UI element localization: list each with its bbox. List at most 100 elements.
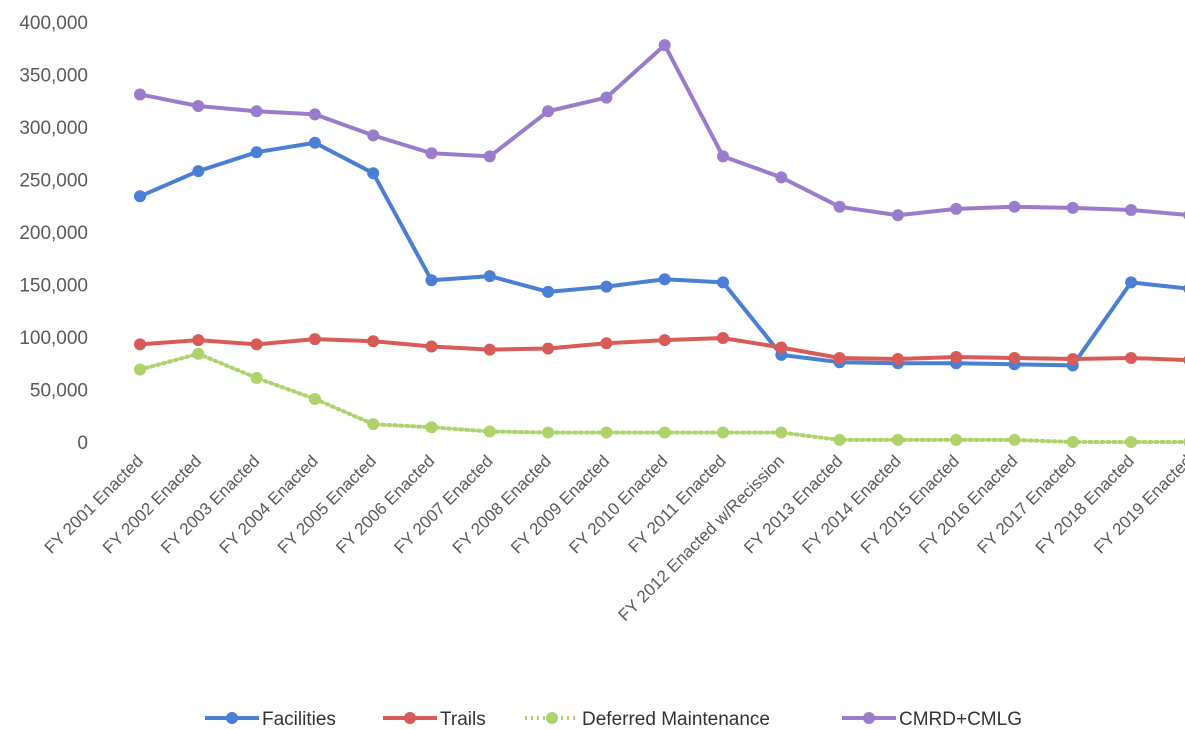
y-tick-label: 150,000: [19, 276, 88, 297]
x-tick-label: FY 2004 Enacted: [216, 451, 322, 557]
data-point: [483, 270, 496, 283]
data-point: [717, 150, 729, 163]
data-point: [425, 274, 438, 287]
x-tick-label: FY 2011 Enacted: [625, 451, 730, 556]
data-point: [600, 91, 613, 104]
legend-item-trails: Trails: [383, 709, 486, 730]
legend-label: Deferred Maintenance: [582, 709, 770, 730]
data-point: [658, 334, 671, 347]
data-point: [600, 426, 613, 439]
data-point: [308, 392, 321, 405]
data-point: [134, 338, 146, 351]
data-point: [425, 147, 438, 160]
data-point: [717, 332, 729, 345]
data-point: [367, 418, 380, 431]
legend-item-cmrd-cmlg: CMRD+CMLG: [842, 709, 1022, 730]
x-tick-label: FY 2009 Enacted: [507, 451, 613, 557]
x-tick-label: FY 2018 Enacted: [1032, 451, 1138, 557]
series-line-facilities: [138, 140, 1185, 368]
data-point: [1125, 436, 1138, 448]
data-point: [367, 335, 380, 348]
legend: Facilities Trails Deferred Maintenance CMRD…: [205, 709, 1022, 730]
x-tick-label: FY 2001 Enacted: [41, 451, 147, 557]
data-point: [891, 353, 904, 366]
data-point: [1066, 353, 1079, 366]
series-lines: [134, 39, 1185, 448]
data-point: [833, 200, 846, 213]
legend-marker: [404, 712, 416, 724]
data-point: [891, 209, 904, 222]
data-point: [250, 338, 263, 351]
data-point: [775, 171, 788, 184]
series-deferred-maintenance: [134, 347, 1185, 448]
data-point: [192, 347, 205, 360]
data-point: [658, 426, 671, 439]
data-point: [192, 165, 205, 178]
data-point: [833, 352, 846, 364]
data-point: [1066, 436, 1079, 448]
data-point: [950, 433, 963, 446]
data-point: [542, 426, 555, 439]
x-tick-label: FY 2007 Enacted: [391, 451, 497, 557]
data-point: [950, 350, 963, 363]
data-point: [192, 100, 205, 112]
x-tick-label: FY 2008 Enacted: [449, 451, 555, 557]
y-tick-label: 0: [77, 433, 88, 454]
data-point: [775, 341, 788, 354]
legend-marker: [546, 712, 558, 724]
legend-item-deferred-maintenance: Deferred Maintenance: [525, 709, 770, 730]
data-point: [1125, 352, 1138, 364]
data-point: [542, 285, 555, 298]
y-tick-label: 200,000: [19, 223, 88, 244]
data-point: [134, 190, 146, 203]
data-point: [250, 105, 263, 118]
series-facilities: [134, 136, 1185, 372]
legend-marker: [863, 712, 875, 724]
legend-label: Facilities: [262, 709, 336, 730]
data-point: [833, 433, 846, 446]
x-tick-label: FY 2010 Enacted: [565, 451, 671, 557]
legend-item-facilities: Facilities: [205, 709, 336, 730]
series-cmrd-cmlg: [134, 39, 1185, 222]
x-tick-label: FY 2006 Enacted: [332, 451, 438, 557]
data-point: [1066, 201, 1079, 214]
data-point: [600, 337, 613, 350]
y-tick-label: 400,000: [19, 13, 88, 34]
data-point: [658, 39, 671, 52]
data-point: [483, 343, 496, 356]
data-point: [134, 88, 146, 101]
legend-label: Trails: [440, 709, 486, 730]
series-trails: [134, 332, 1185, 366]
data-point: [1008, 200, 1021, 213]
data-point: [717, 276, 729, 289]
data-point: [600, 280, 613, 293]
data-point: [308, 136, 321, 149]
data-point: [425, 340, 438, 353]
data-point: [367, 129, 380, 142]
x-tick-label: FY 2016 Enacted: [915, 451, 1021, 557]
x-tick-label: FY 2015 Enacted: [857, 451, 963, 557]
y-axis: 0 50,000 100,000 150,000 200,000 250,000 300,0…: [19, 13, 88, 454]
data-point: [1008, 352, 1021, 364]
legend-marker: [226, 712, 238, 724]
legend-label: CMRD+CMLG: [899, 709, 1022, 730]
data-point: [1008, 433, 1021, 446]
y-tick-label: 300,000: [19, 118, 88, 139]
data-point: [891, 433, 904, 446]
data-point: [542, 105, 555, 118]
data-point: [192, 334, 205, 347]
data-point: [425, 421, 438, 434]
y-tick-label: 250,000: [19, 171, 88, 192]
x-tick-label: FY 2002 Enacted: [99, 451, 205, 557]
data-point: [717, 426, 729, 439]
data-point: [950, 202, 963, 215]
data-point: [542, 342, 555, 355]
x-tick-label: FY 2013 Enacted: [740, 451, 846, 557]
data-point: [250, 146, 263, 159]
x-tick-label: FY 2019 Enacted: [1090, 451, 1185, 557]
data-point: [367, 167, 380, 180]
x-tick-label: FY 2017 Enacted: [974, 451, 1080, 557]
x-tick-label: FY 2005 Enacted: [274, 451, 380, 557]
